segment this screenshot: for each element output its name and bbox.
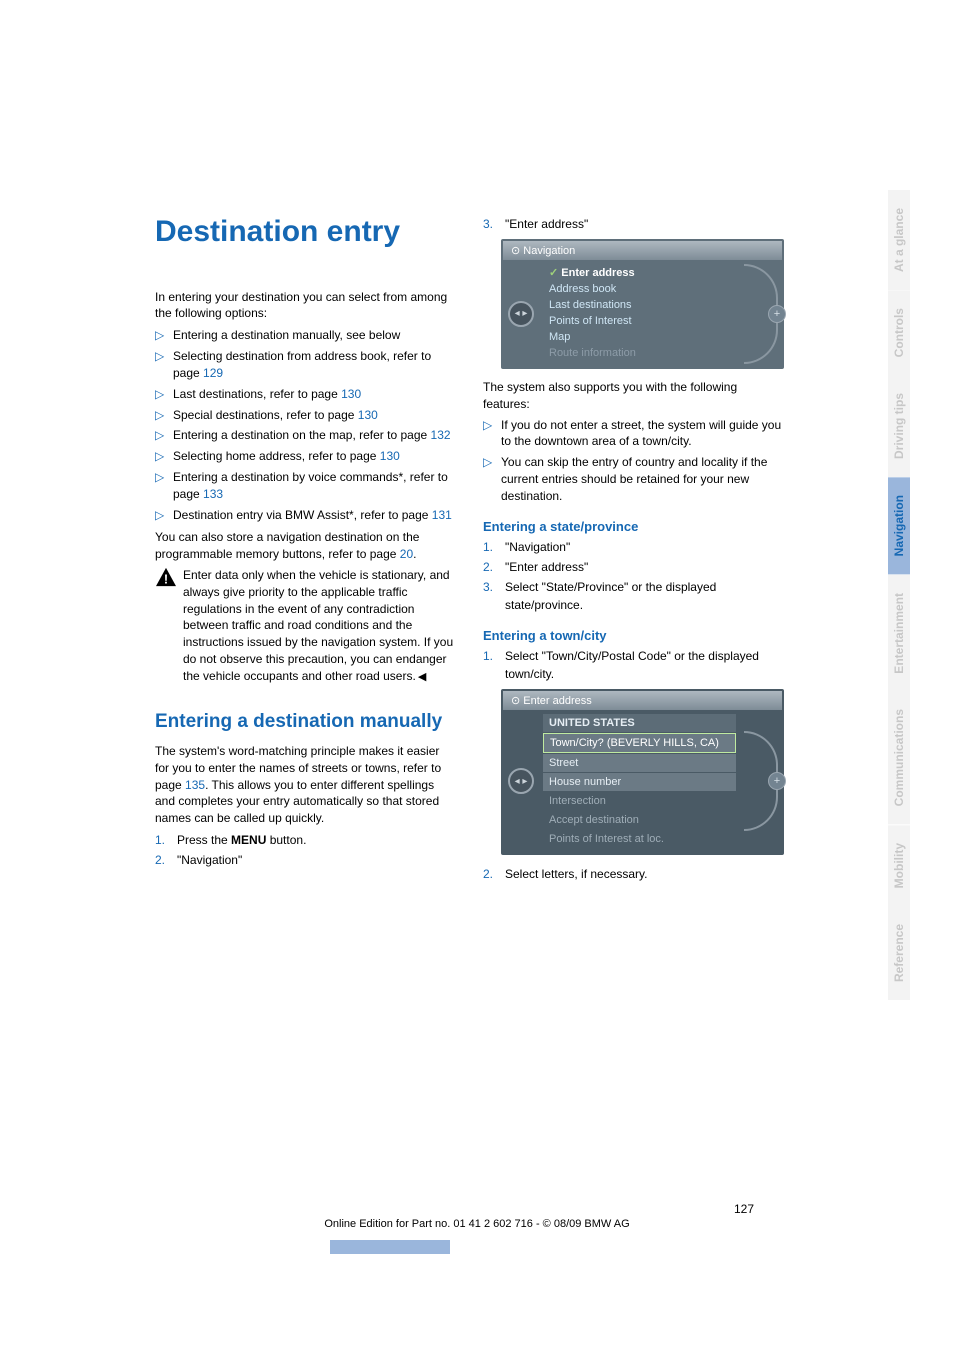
addr-menu-item[interactable]: Street (543, 754, 736, 772)
nav-dial-icon: ◂ ▸ (503, 710, 539, 853)
steps-list: 1.Press the MENU button. 2."Navigation" (155, 831, 455, 869)
option-item: Last destinations, refer to page 130 (155, 386, 455, 403)
tab-at-a-glance[interactable]: At a glance (888, 190, 910, 290)
step-item: 3."Enter address" (483, 215, 783, 233)
section-heading: Entering a destination manually (155, 711, 455, 733)
subsection-heading: Entering a state/province (483, 519, 783, 534)
addr-screen-title: ⊙ Enter address (503, 691, 782, 710)
nav-menu-item[interactable]: Map (543, 329, 734, 345)
options-list: Entering a destination manually, see bel… (155, 327, 455, 523)
footer-bar (330, 1240, 450, 1254)
page-link[interactable]: 130 (341, 387, 361, 401)
addr-menu-item[interactable]: House number (543, 773, 736, 791)
nav-screenshot: ⊙ Navigation ◂ ▸ Enter address Address b… (501, 239, 784, 369)
tab-reference[interactable]: Reference (888, 906, 910, 1000)
option-item: Special destinations, refer to page 130 (155, 407, 455, 424)
footer-line: Online Edition for Part no. 01 41 2 602 … (324, 1218, 629, 1230)
option-item: Entering a destination by voice commands… (155, 469, 455, 503)
page-link[interactable]: 132 (431, 428, 451, 442)
option-item: Destination entry via BMW Assist*, refer… (155, 507, 455, 524)
page-link[interactable]: 135 (185, 778, 205, 792)
page-footer: 127 Online Edition for Part no. 01 41 2 … (0, 1202, 954, 1230)
option-item: Entering a destination on the map, refer… (155, 427, 455, 444)
left-column: Destination entry In entering your desti… (155, 215, 455, 885)
store-line: You can also store a navigation destinat… (155, 529, 455, 563)
page-link[interactable]: 133 (203, 487, 223, 501)
nav-menu-item[interactable]: Address book (543, 281, 734, 297)
nav-arc-icon: + (740, 260, 782, 367)
addr-menu-item[interactable]: Points of Interest at loc. (543, 830, 736, 848)
subsection-heading: Entering a town/city (483, 628, 783, 643)
page-number: 127 (0, 1202, 954, 1216)
addr-menu-item[interactable]: Intersection (543, 792, 736, 810)
page-content: Destination entry In entering your desti… (0, 0, 954, 945)
nav-menu-item[interactable]: Points of Interest (543, 313, 734, 329)
addr-menu-list: UNITED STATES Town/City? (BEVERLY HILLS,… (539, 710, 740, 853)
nav-arc-icon: + (740, 710, 782, 853)
page-link[interactable]: 131 (432, 508, 452, 522)
tab-navigation[interactable]: Navigation (888, 477, 910, 574)
tab-communications[interactable]: Communications (888, 691, 910, 824)
town-steps: 1.Select "Town/City/Postal Code" or the … (483, 647, 783, 683)
addr-menu-item[interactable]: UNITED STATES (543, 714, 736, 732)
step-item: 1."Navigation" (483, 538, 783, 556)
right-column: 3."Enter address" ⊙ Navigation ◂ ▸ Enter… (483, 215, 783, 885)
support-list: If you do not enter a street, the system… (483, 417, 783, 505)
support-intro: The system also supports you with the fo… (483, 379, 783, 413)
svg-text:!: ! (164, 571, 168, 586)
support-item: You can skip the entry of country and lo… (483, 454, 783, 504)
tab-driving-tips[interactable]: Driving tips (888, 375, 910, 477)
steps-list-cont: 3."Enter address" (483, 215, 783, 233)
tab-controls[interactable]: Controls (888, 290, 910, 375)
state-steps: 1."Navigation" 2."Enter address" 3.Selec… (483, 538, 783, 614)
support-item: If you do not enter a street, the system… (483, 417, 783, 451)
step-item: 1.Press the MENU button. (155, 831, 455, 849)
page-link[interactable]: 129 (203, 366, 223, 380)
option-item: Selecting destination from address book,… (155, 348, 455, 382)
page-link[interactable]: 130 (380, 449, 400, 463)
warning-text: Enter data only when the vehicle is stat… (183, 567, 455, 685)
section-tabs: At a glance Controls Driving tips Naviga… (888, 190, 910, 1000)
nav-menu-item[interactable]: Route information (543, 345, 734, 361)
warning-icon: ! (155, 567, 177, 587)
option-item: Entering a destination manually, see bel… (155, 327, 455, 344)
page-title: Destination entry (155, 215, 455, 249)
step-item: 3.Select "State/Province" or the display… (483, 578, 783, 614)
addr-menu-item[interactable]: Accept destination (543, 811, 736, 829)
page-link[interactable]: 130 (358, 408, 378, 422)
town-steps-cont: 2.Select letters, if necessary. (483, 865, 783, 883)
nav-dial-icon: ◂ ▸ (503, 260, 539, 367)
manual-paragraph: The system's word-matching principle mak… (155, 743, 455, 827)
page-link[interactable]: 20 (400, 547, 413, 561)
step-item: 2.Select letters, if necessary. (483, 865, 783, 883)
step-item: 2."Enter address" (483, 558, 783, 576)
nav-menu-list: Enter address Address book Last destinat… (539, 260, 740, 367)
option-item: Selecting home address, refer to page 13… (155, 448, 455, 465)
nav-screen-title: ⊙ Navigation (503, 241, 782, 260)
tab-entertainment[interactable]: Entertainment (888, 575, 910, 692)
nav-menu-item[interactable]: Enter address (543, 264, 734, 281)
tab-mobility[interactable]: Mobility (888, 825, 910, 906)
nav-menu-item[interactable]: Last destinations (543, 297, 734, 313)
step-item: 2."Navigation" (155, 851, 455, 869)
warning-block: ! Enter data only when the vehicle is st… (155, 567, 455, 685)
step-item: 1.Select "Town/City/Postal Code" or the … (483, 647, 783, 683)
addr-menu-item[interactable]: Town/City? (BEVERLY HILLS, CA) (543, 733, 736, 753)
intro-text: In entering your destination you can sel… (155, 289, 455, 321)
address-screenshot: ⊙ Enter address ◂ ▸ UNITED STATES Town/C… (501, 689, 784, 855)
